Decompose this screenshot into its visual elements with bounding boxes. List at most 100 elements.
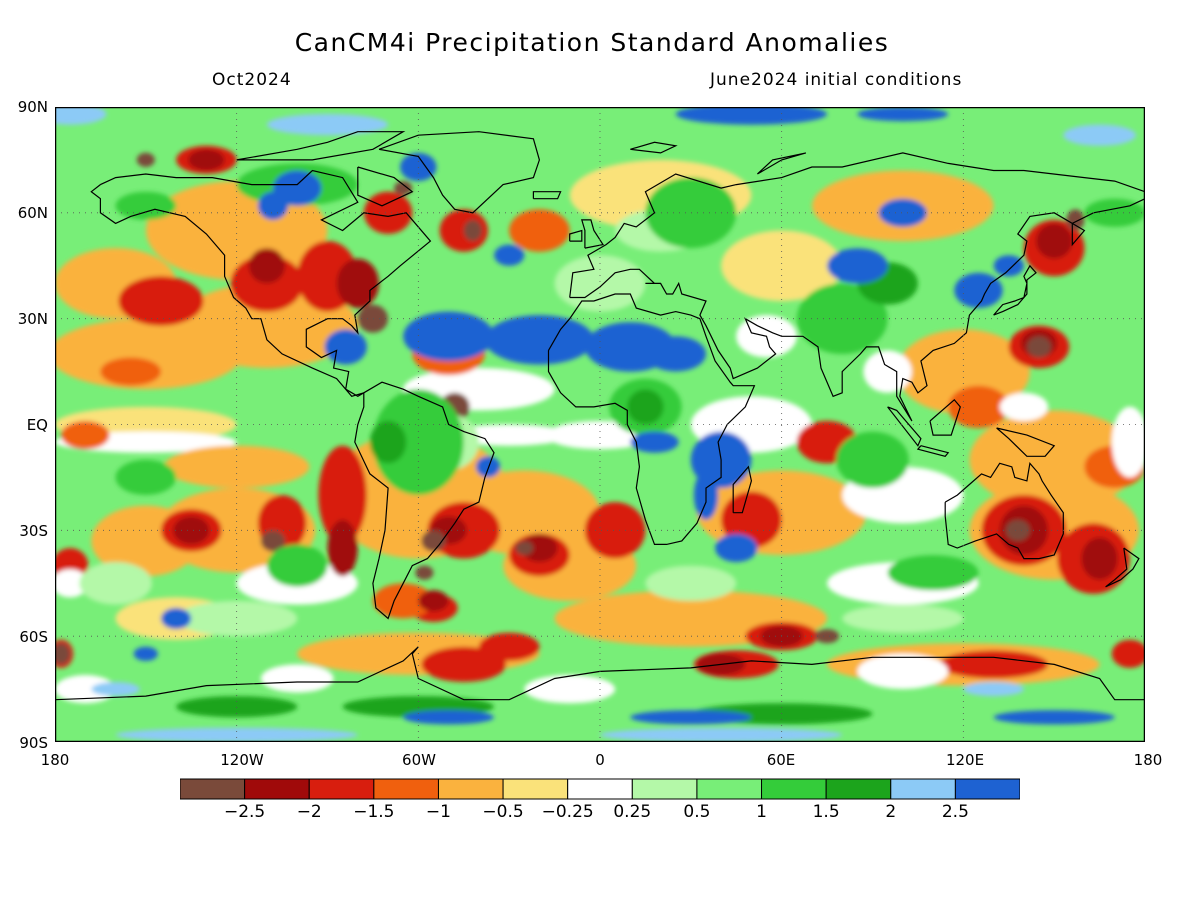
anomaly-region — [118, 276, 204, 326]
anomaly-region — [645, 565, 737, 601]
anomaly-region — [627, 389, 664, 425]
lon-label-60e: 60E — [766, 751, 796, 769]
anomaly-region — [188, 149, 225, 171]
coastline — [732, 465, 753, 514]
anomaly-region — [463, 219, 482, 242]
lon-label-60w: 60W — [402, 751, 436, 769]
colorbar-swatch — [502, 778, 569, 800]
colorbar-tick-label: −2 — [296, 802, 322, 822]
colorbar-swatch — [890, 778, 956, 800]
colorbar-tick-label: −2.5 — [223, 802, 266, 822]
map-frame — [55, 107, 1145, 742]
anomaly-region — [863, 350, 912, 393]
lat-label-eq: EQ — [26, 416, 48, 434]
anomaly-region — [857, 653, 949, 690]
anomaly-region — [815, 629, 840, 644]
anomaly-region — [369, 420, 407, 464]
lat-label-30s: 30S — [19, 522, 48, 540]
coastline — [90, 169, 432, 397]
anomaly-region — [1111, 639, 1145, 668]
colorbar-swatch — [631, 778, 698, 800]
anomaly-region — [61, 421, 110, 450]
anomaly-region — [357, 304, 388, 333]
anomaly-region — [336, 258, 379, 309]
coastline — [236, 131, 406, 161]
coastline — [916, 445, 950, 457]
anomaly-region — [999, 392, 1049, 421]
lon-label-0: 0 — [595, 751, 605, 769]
colorbar-swatch — [244, 778, 310, 800]
anomaly-region — [173, 516, 210, 545]
colorbar-swatch — [308, 778, 375, 800]
anomaly-region — [418, 590, 449, 612]
anomaly-region — [484, 315, 594, 365]
anomaly-region — [55, 675, 116, 704]
anomaly-region — [969, 410, 1139, 510]
anomaly-region — [115, 459, 177, 495]
anomaly-region — [79, 562, 152, 605]
anomaly-region — [176, 600, 298, 637]
anomaly-region — [394, 181, 413, 196]
anomaly-region — [403, 710, 494, 725]
anomaly-region — [857, 107, 949, 122]
anomaly-region — [55, 569, 89, 598]
anomaly-region — [1026, 336, 1052, 358]
colorbar-swatch — [696, 778, 763, 800]
anomaly-region — [318, 445, 367, 545]
anomaly-region — [115, 191, 177, 220]
coastline — [929, 398, 961, 436]
anomaly-region — [993, 710, 1115, 725]
colorbar-tick-label: 1 — [756, 802, 767, 822]
anomaly-map-svg — [55, 107, 1145, 742]
coastline — [944, 461, 1064, 560]
colorbar-swatch — [180, 778, 246, 800]
anomaly-region — [133, 646, 158, 661]
coastline — [354, 381, 495, 620]
anomaly-region — [273, 170, 322, 206]
lat-label-60s: 60S — [19, 628, 48, 646]
anomaly-region — [721, 230, 843, 302]
colorbar — [180, 778, 1020, 800]
anomaly-region — [100, 357, 161, 386]
colorbar-tick-label: 2.5 — [941, 802, 969, 822]
anomaly-region — [515, 540, 534, 556]
coastline — [756, 152, 807, 175]
anomaly-region — [478, 632, 540, 661]
chart-title: CanCM4i Precipitation Standard Anomalies — [294, 28, 890, 57]
lon-label-120e: 120E — [945, 751, 985, 769]
coastline — [580, 219, 604, 249]
coastline — [532, 191, 562, 200]
anomaly-region — [363, 191, 413, 234]
anomaly-region — [524, 675, 616, 704]
anomaly-region — [494, 244, 525, 266]
anomaly-region — [939, 650, 1049, 679]
anomaly-region — [161, 607, 192, 630]
colorbar-swatch — [954, 778, 1020, 800]
colorbar-swatch — [373, 778, 439, 800]
anomaly-region — [372, 389, 464, 495]
lon-label-120w: 120W — [220, 751, 264, 769]
lon-label-180w: 180 — [40, 751, 70, 769]
anomaly-region — [509, 209, 570, 252]
anomaly-region — [257, 191, 289, 220]
anomaly-region — [115, 727, 358, 742]
anomaly-region — [827, 248, 888, 284]
anomaly-region — [260, 664, 334, 693]
anomaly-region — [836, 431, 909, 488]
anomaly-region — [260, 530, 286, 552]
anomaly-region — [645, 177, 737, 249]
lat-label-60n: 60N — [17, 204, 48, 222]
anomaly-region — [1111, 406, 1145, 478]
coastline — [887, 406, 922, 447]
anomaly-region — [403, 311, 494, 361]
anomaly-region — [327, 519, 358, 577]
coastline — [55, 646, 1145, 701]
anomaly-region — [796, 283, 888, 354]
coastline — [1105, 547, 1140, 588]
anomaly-region — [1081, 537, 1118, 580]
colorbar-swatch — [567, 778, 633, 800]
coastline — [630, 141, 678, 154]
anomaly-region — [1066, 209, 1085, 231]
anomaly-region — [963, 682, 1024, 697]
anomaly-map — [55, 107, 1145, 742]
